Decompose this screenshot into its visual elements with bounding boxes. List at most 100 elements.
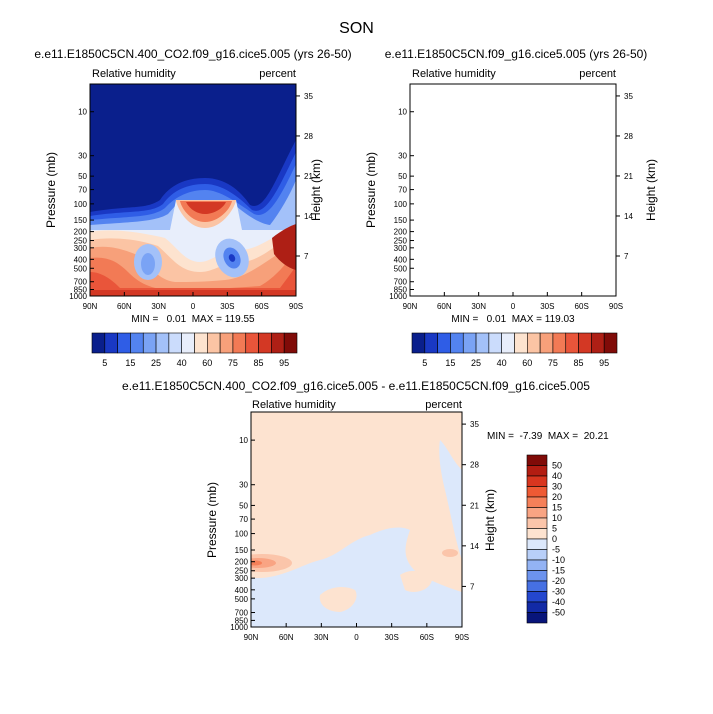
colorbar-label: 30 [552,482,562,492]
colorbar-swatch [283,332,298,354]
colorbar-swatch [168,332,182,354]
y-tick-label: 850 [235,616,249,625]
y-right-tick-label: 21 [624,172,633,181]
colorbar-label: -50 [552,608,565,618]
x-tick-label: 90S [455,633,469,642]
x-tick-label: 60S [255,302,269,311]
colorbar-swatch [526,601,548,613]
colorbar-label: 85 [574,358,584,368]
y-tick-label: 100 [74,200,88,209]
x-tick-label: 30N [314,633,329,642]
colorbar-swatch [130,332,144,354]
colorbar-swatch [552,332,567,354]
colorbar-swatch [565,332,579,354]
colorbar-swatch [526,549,548,561]
colorbar-swatch [591,332,605,354]
colorbar-swatch [526,486,548,498]
colorbar-swatch [526,465,548,477]
y-tick-label: 700 [235,609,249,618]
colorbar-swatch [526,559,548,571]
panel-b-left-label: Relative humidity [412,68,496,80]
x-tick-label: 60N [279,633,294,642]
y-tick-label: 30 [239,481,248,490]
y-tick-label: 100 [235,530,249,539]
x-tick-label: 90S [289,302,303,311]
y-right-tick-label: 28 [470,461,479,470]
y-tick-label: 70 [398,186,407,195]
x-tick-label: 30N [471,302,486,311]
x-tick-label: 0 [354,633,359,642]
y-tick-label: 150 [235,546,249,555]
y-tick-label: 500 [74,264,88,273]
colorbar-label: 60 [202,358,212,368]
colorbar-label: -40 [552,597,565,607]
y-right-tick-label: 35 [624,92,633,101]
colorbar-label: 40 [497,358,507,368]
colorbar-label: 75 [228,358,238,368]
x-tick-label: 0 [511,302,516,311]
y-tick-label: 400 [394,255,408,264]
panel-c-title: e.e11.E1850C5CN.400_CO2.f09_g16.cice5.00… [122,379,590,393]
colorbar-label: 25 [471,358,481,368]
y-tick-label: 400 [235,586,249,595]
colorbar-swatch [514,332,528,354]
colorbar-label: 10 [552,513,562,523]
colorbar-swatch [117,332,131,354]
colorbar-label: 20 [552,492,562,502]
colorbar-swatch [526,507,548,519]
colorbar-label: 75 [548,358,558,368]
colorbar-swatch [526,496,548,508]
colorbar-label: 15 [125,358,135,368]
panel-b-ylabel-right: Height (km) [644,159,658,221]
colorbar-swatch [462,332,477,354]
y-right-tick-label: 7 [470,582,475,591]
colorbar-swatch [526,454,548,466]
panel-a-ylabel-right: Height (km) [309,159,323,221]
x-tick-label: 30S [385,633,399,642]
y-tick-label: 150 [74,216,88,225]
y-tick-label: 250 [235,567,249,576]
panel-c-field [251,412,462,627]
panel-a-title: e.e11.E1850C5CN.400_CO2.f09_g16.cice5.00… [34,47,351,61]
panel-a-stats: MIN = 0.01 MAX = 119.55 [131,314,255,325]
colorbar-swatch [245,332,259,354]
y-tick-label: 250 [74,237,88,246]
colorbar-swatch [142,332,157,354]
colorbar-label: 15 [552,503,562,513]
y-tick-label: 300 [235,574,249,583]
panel-b-ylabel: Pressure (mb) [364,152,378,228]
colorbar-swatch [526,580,548,592]
panel-c-ylabel-right: Height (km) [483,489,497,551]
colorbar-label: 60 [522,358,532,368]
y-tick-label: 10 [239,436,248,445]
colorbar-swatch [526,517,548,529]
colorbar-label: 40 [177,358,187,368]
page-title: SON [339,20,374,37]
panel-b-right-label: percent [579,68,616,80]
panel-b-field [410,84,616,296]
x-tick-label: 60S [420,633,434,642]
panel-c-stats: MIN = -7.39 MAX = 20.21 [487,431,609,442]
panel-c-ylabel: Pressure (mb) [205,482,219,558]
x-tick-label: 90N [83,302,98,311]
colorbar-swatch [488,332,502,354]
y-tick-label: 100 [394,200,408,209]
y-right-tick-label: 35 [470,420,479,429]
panel-a-ylabel: Pressure (mb) [44,152,58,228]
panel-c-left-label: Relative humidity [252,399,336,411]
colorbar-swatch [578,332,592,354]
colorbar-swatch [526,591,548,603]
colorbar-swatch [181,332,195,354]
y-tick-label: 200 [74,228,88,237]
y-tick-label: 500 [235,595,249,604]
colorbar-swatch [155,332,170,354]
colorbar-swatch [539,332,554,354]
y-tick-label: 1000 [389,292,407,301]
y-tick-label: 10 [398,108,407,117]
x-tick-label: 60N [117,302,132,311]
panel-a-left-label: Relative humidity [92,68,176,80]
y-right-tick-label: 35 [304,92,313,101]
x-tick-label: 30S [540,302,554,311]
y-tick-label: 50 [398,172,407,181]
y-right-tick-label: 7 [304,252,309,261]
